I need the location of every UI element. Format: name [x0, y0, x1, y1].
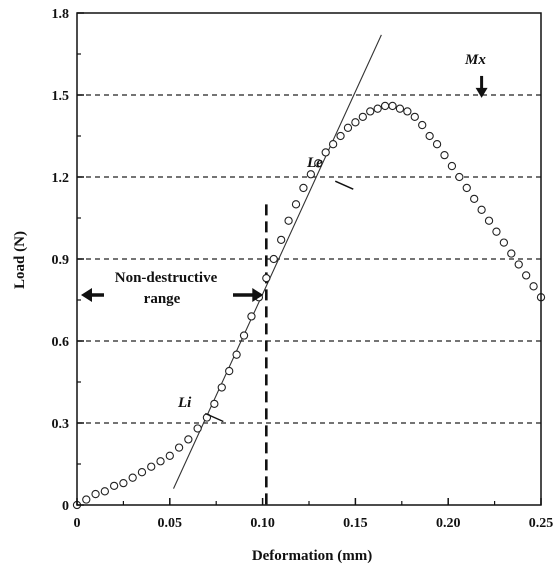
data-point-19: [239, 331, 249, 340]
data-point-38: [380, 101, 390, 111]
data-point-22: [262, 273, 271, 283]
y-tick-label-5: 1.5: [52, 89, 70, 104]
data-point-30: [321, 148, 330, 157]
data-point-51: [477, 205, 486, 214]
data-point-24: [277, 235, 286, 245]
data-point-13: [193, 424, 202, 433]
x-tick-label-5: 0.25: [529, 516, 554, 531]
data-point-35: [358, 112, 367, 122]
range-right-arrow-head: [252, 288, 264, 302]
data-point-6: [128, 473, 137, 482]
data-point-31: [328, 140, 338, 149]
data-point-46: [440, 150, 449, 160]
data-point-5: [119, 478, 128, 488]
data-point-43: [418, 120, 427, 130]
data-point-20: [247, 312, 256, 321]
data-point-8: [147, 462, 156, 471]
data-point-17: [225, 366, 234, 376]
axes: [76, 12, 542, 506]
data-point-4: [109, 481, 119, 491]
data-point-39: [388, 101, 397, 111]
data-point-7: [137, 468, 147, 477]
data-points: [72, 101, 546, 510]
data-point-54: [499, 238, 509, 247]
data-point-29: [314, 159, 323, 168]
data-point-33: [343, 123, 353, 132]
li-label: Li: [177, 395, 192, 411]
data-point-40: [395, 104, 405, 113]
data-point-34: [351, 118, 360, 127]
data-point-55: [507, 249, 516, 258]
data-point-27: [299, 183, 308, 193]
y-tick-labels: 0 0.3 0.6 0.9 1.2 1.5 1.8: [52, 7, 70, 514]
y-tick-label-1: 0.3: [52, 417, 70, 432]
data-point-32: [336, 131, 345, 141]
data-point-16: [217, 383, 226, 392]
plot-frame: [76, 12, 542, 506]
data-point-37: [373, 104, 382, 113]
data-point-10: [165, 451, 174, 460]
data-point-15: [210, 399, 219, 409]
data-point-11: [174, 443, 184, 452]
x-tick-label-4: 0.20: [436, 516, 461, 531]
data-point-18: [232, 350, 241, 359]
data-point-9: [156, 457, 165, 466]
x-tick-label-1: 0.05: [158, 516, 183, 531]
range-left-arrow-head: [81, 288, 92, 302]
y-tick-label-2: 0.6: [52, 335, 70, 350]
mx-label: Mx: [464, 52, 486, 68]
range-label-line1: Non-destructive: [115, 270, 218, 286]
data-point-58: [529, 282, 538, 291]
x-axis-label: Deformation (mm): [252, 548, 372, 564]
data-point-48: [455, 172, 464, 182]
fit-line: [173, 34, 382, 489]
annotations: Non-destructive range Li Le Mx: [115, 52, 487, 411]
y-axis-label: Load (N): [12, 231, 28, 289]
x-tick-labels: 0 0.05 0.10 0.15 0.20 0.25: [74, 516, 554, 531]
gridlines: [77, 94, 541, 424]
data-point-53: [492, 227, 501, 236]
data-point-56: [514, 260, 523, 269]
data-point-2: [91, 489, 100, 499]
linear-fit-line: [173, 34, 382, 489]
x-tick-label-3: 0.15: [343, 516, 368, 531]
data-point-47: [447, 161, 457, 171]
li-cross-mark: [205, 412, 224, 423]
data-point-45: [432, 140, 442, 149]
range-label-line2: range: [144, 291, 181, 307]
mx-arrow-head: [475, 87, 488, 98]
data-point-26: [291, 200, 301, 209]
x-tick-label-2: 0.10: [250, 516, 275, 531]
data-point-52: [484, 216, 494, 225]
data-point-3: [100, 487, 109, 496]
data-point-12: [184, 435, 193, 444]
data-point-41: [403, 107, 412, 116]
y-tick-label-3: 0.9: [52, 253, 70, 268]
y-tick-label-0: 0: [62, 499, 69, 514]
y-tick-label-4: 1.2: [52, 171, 70, 186]
data-point-42: [410, 112, 419, 122]
data-point-23: [269, 254, 278, 264]
le-cross-mark: [334, 180, 354, 190]
data-point-28: [306, 170, 316, 179]
data-point-57: [522, 271, 531, 280]
data-point-49: [462, 183, 471, 193]
x-tick-label-0: 0: [74, 516, 81, 531]
le-label: Le: [306, 155, 323, 171]
data-point-50: [470, 194, 479, 204]
data-point-44: [425, 131, 434, 141]
data-point-1: [82, 495, 91, 504]
data-point-36: [366, 107, 375, 116]
y-tick-label-6: 1.8: [52, 7, 70, 22]
arrows: [81, 75, 488, 423]
data-point-25: [284, 216, 293, 225]
